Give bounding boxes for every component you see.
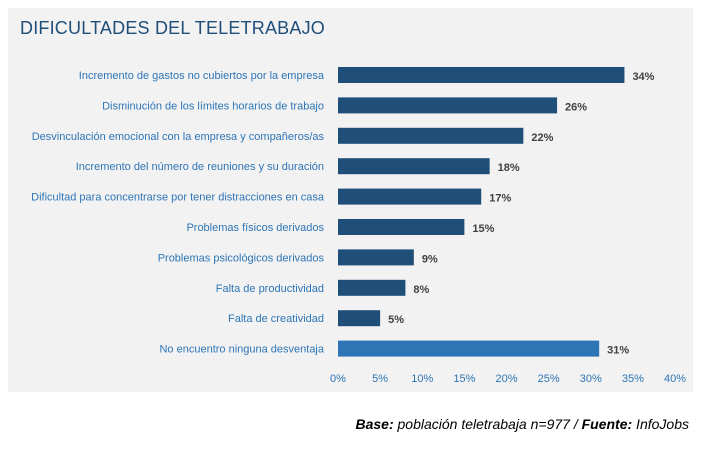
value-label: 18% [498, 162, 520, 174]
value-label: 26% [565, 101, 587, 113]
category-label: Falta de productividad [216, 283, 324, 295]
bar [338, 279, 406, 296]
value-label: 31% [607, 345, 629, 357]
category-label: Incremento de gastos no cubiertos por la… [79, 70, 325, 82]
value-label: 8% [413, 284, 429, 296]
x-tick-label: 30% [580, 373, 602, 385]
category-label: Falta de creatividad [228, 313, 324, 325]
category-label: Problemas psicológicos derivados [158, 252, 325, 264]
chart-title: DIFICULTADES DEL TELETRABAJO [20, 18, 325, 38]
value-label: 17% [489, 193, 511, 205]
bar [338, 310, 381, 327]
base-label: Base: [355, 416, 394, 432]
x-tick-label: 25% [538, 373, 560, 385]
category-label: No encuentro ninguna desventaja [159, 344, 324, 356]
x-tick-label: 15% [453, 373, 475, 385]
source-text: InfoJobs [632, 416, 689, 432]
bar [338, 188, 482, 205]
category-label: Dificultad para concentrarse por tener d… [31, 192, 325, 204]
x-tick-label: 40% [664, 373, 686, 385]
value-label: 34% [632, 71, 654, 83]
bar-chart: Incremento de gastos no cubiertos por la… [31, 67, 686, 385]
bar [338, 127, 524, 144]
value-label: 9% [422, 253, 438, 265]
source-label: Fuente: [581, 416, 633, 432]
chart-panel: DIFICULTADES DEL TELETRABAJO Incremento … [8, 8, 693, 392]
category-label: Problemas físicos derivados [186, 222, 324, 234]
category-label: Disminución de los límites horarios de t… [102, 100, 324, 112]
value-label: 22% [531, 132, 553, 144]
bar [338, 340, 600, 357]
x-tick-label: 10% [411, 373, 433, 385]
bar [338, 158, 490, 175]
x-tick-label: 35% [622, 373, 644, 385]
bar [338, 67, 625, 83]
x-tick-label: 5% [372, 373, 388, 385]
base-text: población teletrabaja n=977 / [393, 416, 582, 432]
x-tick-label: 20% [495, 373, 517, 385]
x-tick-label: 0% [330, 373, 346, 385]
category-label: Incremento del número de reuniones y su … [76, 161, 324, 173]
value-label: 5% [388, 314, 404, 326]
bar [338, 249, 414, 266]
bar [338, 219, 465, 235]
category-label: Desvinculación emocional con la empresa … [32, 131, 325, 143]
value-label: 15% [472, 223, 494, 235]
source-footer: Base: población teletrabaja n=977 / Fuen… [355, 416, 689, 432]
bar [338, 97, 558, 114]
